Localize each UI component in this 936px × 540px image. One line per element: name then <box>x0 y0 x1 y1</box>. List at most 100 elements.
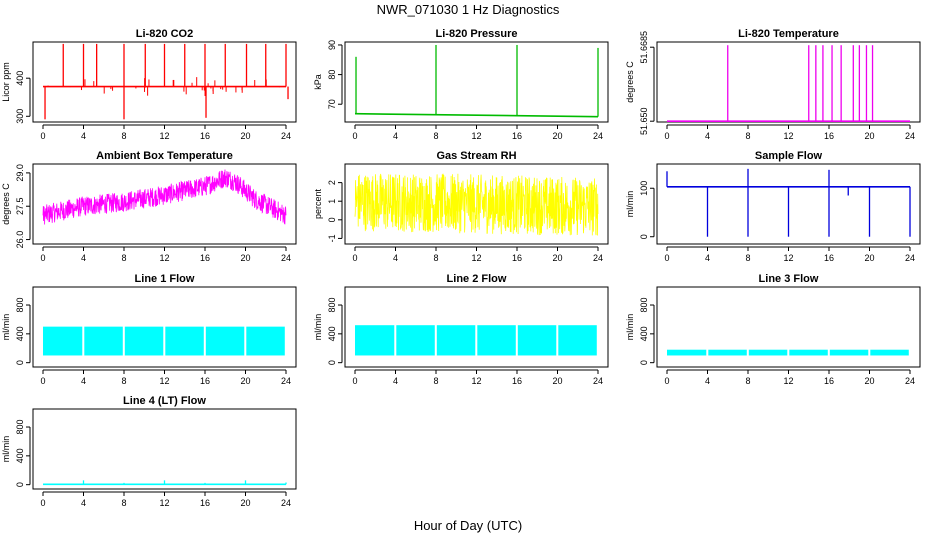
x-tick-label: 4 <box>393 131 398 141</box>
y-tick-label: 1 <box>327 199 337 204</box>
chart-panel: Line 2 Flow ml/min 0 4 8 12 16 20 24 0 400 800 <box>313 273 609 386</box>
figure-title: NWR_071030 1 Hz Diagnostics <box>376 2 560 17</box>
y-tick-label: 51.650 <box>639 107 649 135</box>
chart-panel: Line 4 (LT) Flow ml/min 0 4 8 12 16 20 24 0 400 800 <box>1 395 297 508</box>
x-tick-label: 4 <box>81 253 86 263</box>
x-axis: 0 4 8 12 16 20 24 <box>664 369 915 386</box>
flow-band <box>748 349 788 356</box>
flow-band <box>436 325 476 356</box>
x-tick-label: 12 <box>159 253 169 263</box>
flow-band <box>477 325 516 356</box>
panel-title: Line 1 Flow <box>135 273 195 285</box>
x-tick-label: 8 <box>121 498 126 508</box>
x-tick-label: 12 <box>783 131 793 141</box>
y-axis: 300 400 <box>15 71 31 124</box>
panel-title: Gas Stream RH <box>436 150 516 162</box>
y-tick-label: 0 <box>327 217 337 222</box>
x-tick-label: 24 <box>281 253 291 263</box>
data-series <box>667 45 910 122</box>
x-tick-label: 0 <box>664 376 669 386</box>
x-tick-label: 16 <box>200 131 210 141</box>
y-axis-label: Licor ppm <box>1 62 11 102</box>
y-tick-label: 800 <box>15 420 25 435</box>
x-tick-label: 8 <box>433 253 438 263</box>
x-tick-label: 12 <box>159 376 169 386</box>
x-tick-label: 8 <box>121 253 126 263</box>
y-tick-label: -1 <box>327 234 337 242</box>
y-tick-label: 0 <box>15 482 25 487</box>
y-tick-label: 800 <box>327 298 337 313</box>
x-tick-label: 4 <box>393 376 398 386</box>
y-tick-label: 400 <box>15 326 25 341</box>
plot-frame <box>32 41 297 123</box>
flow-band <box>789 349 828 356</box>
flow-band <box>517 325 557 356</box>
y-tick-label: 2 <box>327 180 337 185</box>
x-tick-label: 4 <box>81 376 86 386</box>
flow-band <box>124 326 164 356</box>
y-axis-label: ml/min <box>625 314 635 341</box>
x-tick-label: 16 <box>824 376 834 386</box>
flow-band <box>43 326 83 356</box>
y-tick-label: 80 <box>327 70 337 80</box>
x-tick-label: 24 <box>905 253 915 263</box>
x-tick-label: 0 <box>352 131 357 141</box>
data-series <box>43 480 287 486</box>
x-axis: 0 4 8 12 16 20 24 <box>352 124 603 141</box>
x-tick-label: 12 <box>159 131 169 141</box>
x-axis: 0 4 8 12 16 20 24 <box>40 491 291 508</box>
x-axis: 0 4 8 12 16 20 24 <box>40 246 291 263</box>
x-tick-label: 16 <box>200 253 210 263</box>
y-tick-label: 27.5 <box>15 197 25 215</box>
plot-frame <box>344 163 609 245</box>
x-tick-label: 20 <box>864 131 874 141</box>
y-tick-label: 300 <box>15 109 25 124</box>
x-tick-label: 0 <box>40 376 45 386</box>
x-tick-label: 8 <box>433 131 438 141</box>
x-tick-label: 4 <box>705 131 710 141</box>
plot-frame <box>656 41 921 123</box>
y-axis: 51.650 51.6685 <box>639 31 655 135</box>
x-tick-label: 20 <box>240 131 250 141</box>
x-tick-label: 24 <box>593 131 603 141</box>
y-tick-label: 800 <box>15 298 25 313</box>
data-series <box>667 349 909 356</box>
chart-panel: Line 3 Flow ml/min 0 4 8 12 16 20 24 0 400 800 <box>625 273 921 386</box>
data-series <box>355 325 597 356</box>
chart-panel: Line 1 Flow ml/min 0 4 8 12 16 20 24 0 400 800 <box>1 273 297 386</box>
x-tick-label: 20 <box>864 253 874 263</box>
x-tick-label: 12 <box>471 253 481 263</box>
chart-panel: Sample Flow ml/min 0 4 8 12 16 20 24 0 100 <box>625 150 921 263</box>
x-tick-label: 4 <box>705 253 710 263</box>
x-tick-label: 4 <box>393 253 398 263</box>
panel-title: Line 2 Flow <box>447 273 507 285</box>
y-tick-label: 90 <box>327 40 337 50</box>
x-tick-label: 16 <box>512 376 522 386</box>
x-tick-label: 16 <box>512 131 522 141</box>
y-axis-label: percent <box>313 188 323 219</box>
data-series <box>43 326 285 356</box>
x-tick-label: 12 <box>471 131 481 141</box>
x-tick-label: 0 <box>40 253 45 263</box>
flow-band <box>205 326 245 356</box>
y-tick-label: 800 <box>639 298 649 313</box>
y-axis: -1 0 1 2 <box>327 180 343 242</box>
chart-panel: Li-820 CO2 Licor ppm 0 4 8 12 16 20 24 300 400 <box>1 28 297 141</box>
chart-panel: Ambient Box Temperature degrees C 0 4 8 12 16 2… <box>1 150 297 263</box>
flow-band <box>84 326 123 356</box>
x-axis: 0 4 8 12 16 20 24 <box>664 246 915 263</box>
panel-title: Li-820 Temperature <box>738 28 839 40</box>
x-tick-label: 16 <box>512 253 522 263</box>
panel-title: Sample Flow <box>755 150 823 162</box>
x-tick-label: 8 <box>745 131 750 141</box>
x-tick-label: 24 <box>593 376 603 386</box>
x-axis: 0 4 8 12 16 20 24 <box>352 246 603 263</box>
x-tick-label: 12 <box>783 253 793 263</box>
data-series <box>43 43 289 120</box>
x-tick-label: 20 <box>240 498 250 508</box>
x-tick-label: 0 <box>664 131 669 141</box>
y-tick-label: 400 <box>327 326 337 341</box>
panel-title: Li-820 Pressure <box>436 28 518 40</box>
x-axis: 0 4 8 12 16 20 24 <box>664 124 915 141</box>
x-tick-label: 12 <box>471 376 481 386</box>
